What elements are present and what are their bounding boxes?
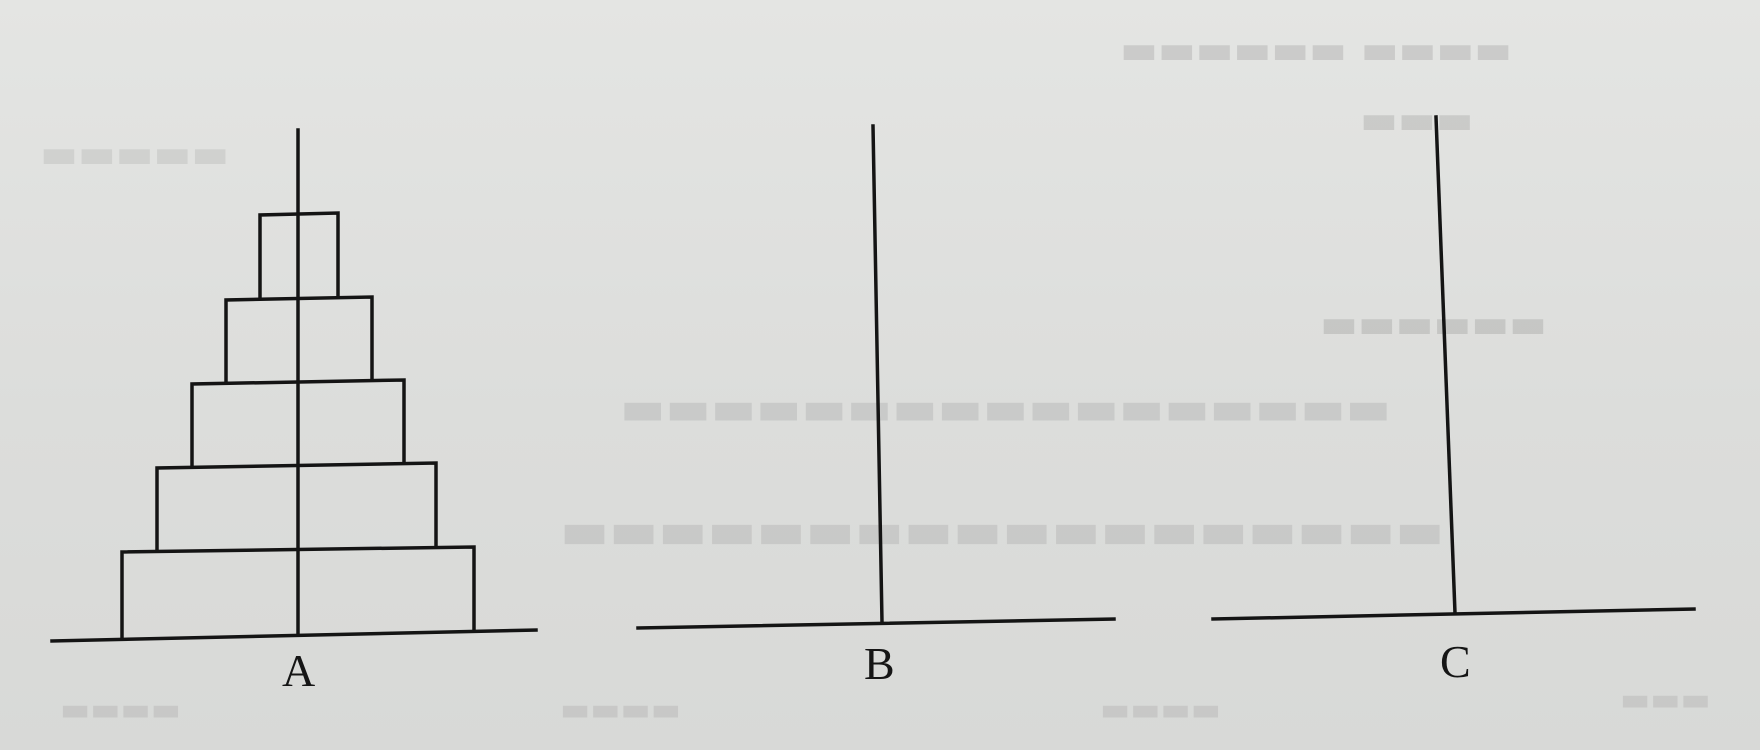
peg-label-c: C [1440, 636, 1471, 687]
peg-a-base [50, 628, 538, 643]
peg-label-a: A [282, 645, 316, 696]
peg-b-group [636, 124, 1116, 630]
peg-c-group [1211, 115, 1696, 621]
peg-label-b: B [864, 638, 895, 689]
peg-a-group [50, 128, 538, 643]
peg-b-base [636, 617, 1116, 630]
peg-b-rod [871, 124, 884, 624]
peg-c-rod [1434, 115, 1457, 615]
